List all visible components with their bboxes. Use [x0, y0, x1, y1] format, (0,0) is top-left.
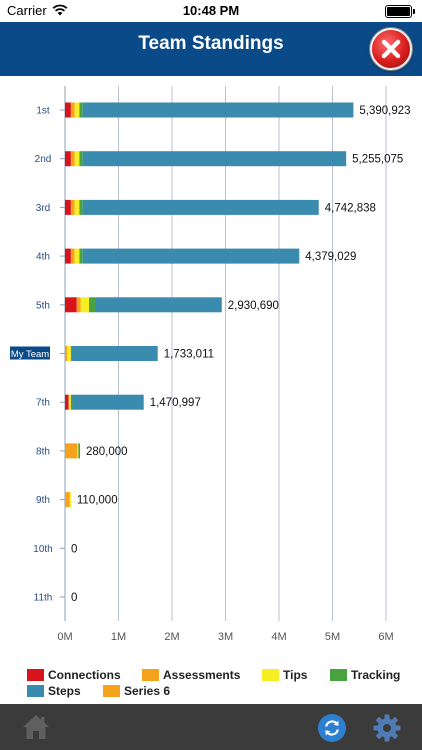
- wifi-icon: [52, 4, 68, 19]
- y-tick-label: My Team: [11, 349, 49, 360]
- bar-segment: [70, 102, 75, 118]
- bar-segment: [65, 394, 69, 410]
- bar-segment: [67, 346, 71, 361]
- refresh-button[interactable]: [318, 714, 346, 742]
- bar-segment: [79, 151, 83, 167]
- bar-segment: [70, 248, 75, 264]
- data-label: 2,930,690: [228, 300, 279, 312]
- bar-segment: [71, 346, 158, 361]
- y-tick-label: 5th: [36, 300, 50, 311]
- chart-legend: Connections Assessments Tips Tracking Steps S…: [0, 668, 422, 702]
- data-label: 5,390,923: [359, 105, 410, 117]
- legend-swatch: [262, 669, 279, 681]
- y-tick-label: 9th: [36, 495, 50, 506]
- legend-label: Series 6: [124, 684, 171, 698]
- bar-segment: [68, 394, 71, 410]
- data-label: 280,000: [86, 446, 128, 458]
- settings-button[interactable]: [372, 713, 402, 743]
- bar-segment: [74, 248, 80, 264]
- bar-segment: [65, 248, 71, 264]
- bar-segment: [76, 297, 81, 313]
- legend-label: Tips: [283, 668, 308, 682]
- legend-swatch: [103, 685, 120, 697]
- y-tick-label: 1st: [36, 106, 50, 117]
- battery-icon: [385, 5, 415, 18]
- bar-segment: [77, 443, 79, 459]
- y-tick-label: 2nd: [35, 154, 52, 165]
- data-label: 4,379,029: [305, 251, 356, 263]
- y-tick-label: 7th: [36, 398, 50, 409]
- bar-segment: [95, 297, 222, 313]
- data-label: 110,000: [77, 495, 118, 507]
- bar-segment: [65, 151, 71, 167]
- bar-segment: [70, 394, 73, 410]
- bar-segment: [74, 199, 80, 215]
- bar-segment: [79, 248, 83, 264]
- x-tick-label: 3M: [218, 631, 233, 643]
- legend-label: Connections: [48, 668, 121, 682]
- bar-segment: [82, 151, 347, 167]
- highlight-label-bg: [10, 346, 50, 360]
- app-header: Team Standings: [0, 22, 422, 76]
- bar-segment: [65, 443, 78, 459]
- home-icon: [23, 715, 49, 739]
- legend-label: Steps: [48, 684, 81, 698]
- status-bar: Carrier 10:48 PM: [0, 0, 422, 22]
- data-label: 4,742,838: [325, 202, 376, 214]
- close-button[interactable]: [370, 28, 412, 70]
- standings-chart: 0M 1M 2M 3M 4M 5M 6M 1st 5,390,923 2nd 5,255,075 3r…: [10, 86, 411, 643]
- legend-swatch: [142, 669, 159, 681]
- clock: 10:48 PM: [182, 3, 240, 18]
- bar-segment: [65, 199, 71, 215]
- data-label: 1,470,997: [150, 397, 201, 409]
- bar-segment: [74, 151, 80, 167]
- page-title: Team Standings: [138, 33, 284, 54]
- bar-segment: [82, 102, 354, 118]
- data-label: 1,733,011: [164, 349, 214, 361]
- legend-swatch: [27, 669, 44, 681]
- data-label: 0: [71, 543, 77, 555]
- bar-segment: [65, 297, 77, 313]
- y-tick-label: 3rd: [36, 203, 50, 214]
- x-tick-label: 0M: [57, 631, 72, 643]
- carrier-label: Carrier: [7, 3, 47, 18]
- gear-icon: [373, 714, 401, 742]
- bar-segment: [69, 492, 71, 508]
- bar-segment: [89, 297, 96, 313]
- y-tick-label: 11th: [34, 593, 53, 604]
- x-tick-label: 6M: [378, 631, 393, 643]
- bar-segment: [65, 102, 71, 118]
- bar-segment: [70, 346, 72, 361]
- y-tick-label: 10th: [33, 544, 52, 555]
- x-tick-label: 4M: [271, 631, 286, 643]
- legend-swatch: [330, 669, 347, 681]
- x-tick-label: 5M: [325, 631, 340, 643]
- bar-segment: [65, 492, 70, 508]
- home-button[interactable]: [21, 712, 51, 742]
- data-label: 5,255,075: [352, 154, 403, 166]
- bar-segment: [70, 151, 75, 167]
- refresh-icon: [325, 720, 339, 736]
- data-label: 0: [71, 592, 77, 604]
- bar-segment: [65, 346, 68, 361]
- close-icon: [381, 39, 401, 59]
- y-tick-label: 8th: [36, 446, 50, 457]
- bar-segment: [80, 297, 90, 313]
- bottom-toolbar: [0, 704, 422, 750]
- y-tick-label: 4th: [36, 252, 50, 263]
- bar-segment: [72, 394, 144, 410]
- bar-segment: [70, 199, 75, 215]
- legend-label: Assessments: [163, 668, 241, 682]
- legend-swatch: [27, 685, 44, 697]
- bar-segment: [82, 199, 319, 215]
- x-tick-label: 2M: [164, 631, 179, 643]
- bar-segment: [82, 248, 300, 264]
- bar-segment: [79, 199, 83, 215]
- bar-segment: [74, 102, 80, 118]
- bar-segment: [78, 443, 80, 459]
- bar-segment: [79, 102, 83, 118]
- x-tick-label: 1M: [111, 631, 126, 643]
- legend-label: Tracking: [351, 668, 401, 682]
